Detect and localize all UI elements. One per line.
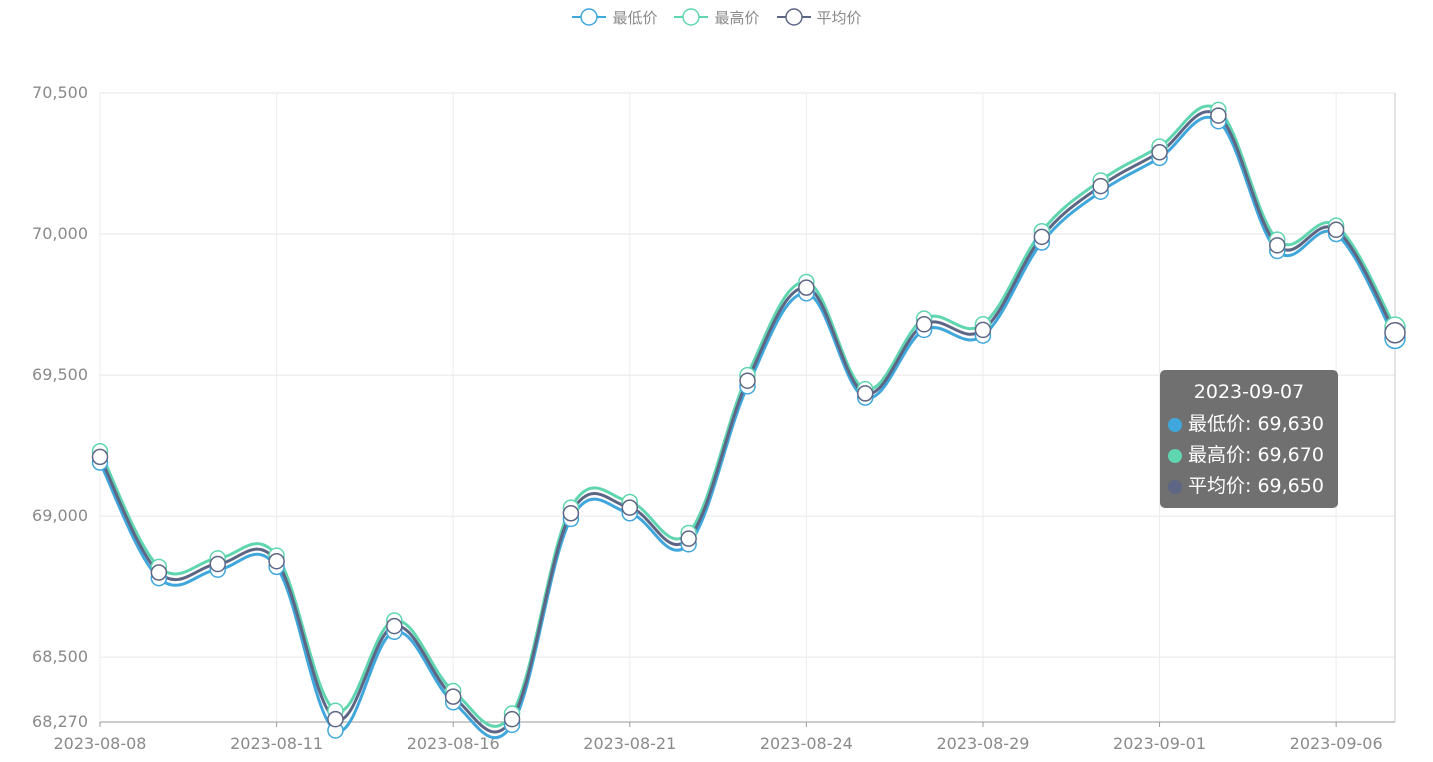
data-point bbox=[1384, 322, 1406, 344]
data-point bbox=[1327, 221, 1345, 239]
legend-label: 平均价 bbox=[816, 8, 862, 27]
x-tick-label: 2023-08-24 bbox=[760, 734, 853, 753]
y-tick-label: 69,000 bbox=[32, 506, 88, 525]
series-line-min bbox=[98, 115, 1397, 740]
data-point bbox=[621, 499, 639, 516]
y-tick-label: 68,270 bbox=[32, 712, 88, 731]
data-point bbox=[327, 710, 344, 728]
data-point bbox=[915, 316, 933, 333]
legend-line-circle-icon bbox=[674, 8, 709, 26]
legend-line-circle-icon bbox=[572, 8, 607, 26]
series-dot-icon bbox=[1168, 479, 1182, 494]
data-point bbox=[91, 448, 109, 466]
x-tick-label: 2023-08-08 bbox=[54, 734, 147, 753]
x-tick-label: 2023-08-16 bbox=[407, 734, 500, 753]
data-point bbox=[1151, 143, 1168, 161]
data-point bbox=[680, 530, 697, 547]
tooltip-row-min: 最低价: 69,630 bbox=[1168, 409, 1330, 440]
x-tick-label: 2023-08-11 bbox=[230, 734, 323, 753]
tooltip-row-label: 最高价: 69,670 bbox=[1188, 444, 1324, 466]
tooltip-row-avg: 平均价: 69,650 bbox=[1168, 471, 1330, 502]
tooltip-row-label: 平均价: 69,650 bbox=[1188, 475, 1324, 497]
chart-legend: 最低价 最高价 平均价 bbox=[0, 6, 1433, 28]
data-point bbox=[209, 555, 226, 573]
y-tick-label: 69,500 bbox=[32, 365, 88, 384]
data-point bbox=[1210, 107, 1227, 124]
tooltip-row-label: 最低价: 69,630 bbox=[1188, 413, 1324, 435]
series-line-max bbox=[98, 104, 1397, 728]
series-line-avg bbox=[98, 110, 1397, 734]
data-point bbox=[856, 385, 874, 402]
legend-line-circle-icon bbox=[776, 8, 811, 26]
chart-tooltip: 2023-09-07 最低价: 69,630 最高价: 69,670 平均价: … bbox=[1160, 370, 1338, 508]
data-point bbox=[150, 564, 168, 581]
legend-item[interactable]: 最高价 bbox=[673, 6, 760, 28]
legend-label: 最低价 bbox=[612, 8, 658, 27]
series-dot-icon bbox=[1168, 448, 1182, 463]
series-dot-icon bbox=[1168, 417, 1182, 432]
data-point bbox=[974, 321, 992, 339]
y-tick-label: 70,000 bbox=[32, 224, 88, 243]
data-point bbox=[798, 279, 815, 296]
data-point bbox=[1269, 237, 1286, 254]
x-tick-label: 2023-09-01 bbox=[1113, 734, 1206, 753]
data-point bbox=[444, 688, 462, 705]
legend-item[interactable]: 最低价 bbox=[571, 6, 657, 28]
legend-label: 最高价 bbox=[714, 8, 760, 27]
data-point bbox=[386, 617, 403, 635]
x-tick-label: 2023-09-06 bbox=[1290, 734, 1383, 753]
legend-item[interactable]: 平均价 bbox=[776, 6, 862, 28]
data-point bbox=[1033, 228, 1051, 246]
data-point bbox=[739, 372, 756, 389]
data-point bbox=[503, 710, 521, 728]
x-tick-label: 2023-08-29 bbox=[936, 734, 1029, 753]
y-tick-label: 68,500 bbox=[32, 647, 88, 666]
y-tick-label: 70,500 bbox=[32, 83, 88, 102]
data-point bbox=[268, 552, 285, 570]
x-tick-label: 2023-08-21 bbox=[583, 734, 676, 753]
data-point bbox=[1092, 177, 1109, 195]
tooltip-row-max: 最高价: 69,670 bbox=[1168, 440, 1330, 471]
data-point bbox=[562, 505, 580, 522]
tooltip-title: 2023-09-07 bbox=[1193, 381, 1305, 403]
